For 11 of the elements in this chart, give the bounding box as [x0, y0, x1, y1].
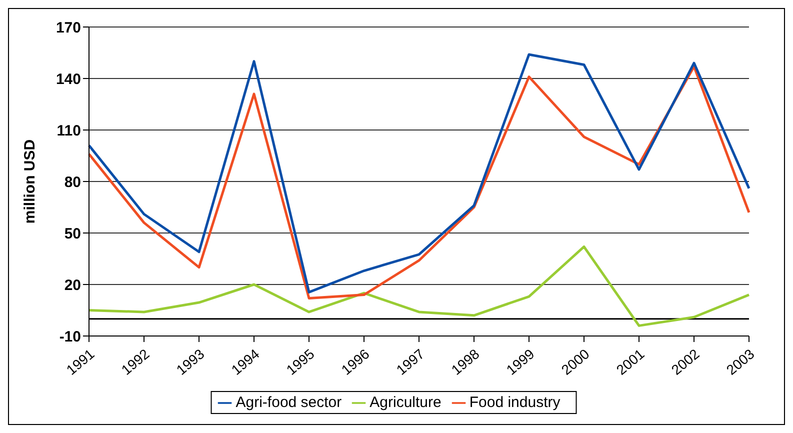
y-tick-label: 170	[56, 19, 81, 36]
y-tick-label: 20	[64, 276, 81, 294]
y-tick-label: 110	[56, 122, 81, 140]
legend-label: Agriculture	[370, 394, 442, 411]
y-axis-title: million USD	[21, 139, 38, 224]
legend-label: Food industry	[469, 394, 560, 411]
y-tick-label: 50	[64, 225, 81, 242]
legend-label: Agri-food sector	[236, 394, 342, 411]
y-tick-label: 80	[64, 174, 81, 191]
y-tick-label: 140	[56, 70, 81, 88]
y-tick-label: -10	[59, 328, 81, 346]
